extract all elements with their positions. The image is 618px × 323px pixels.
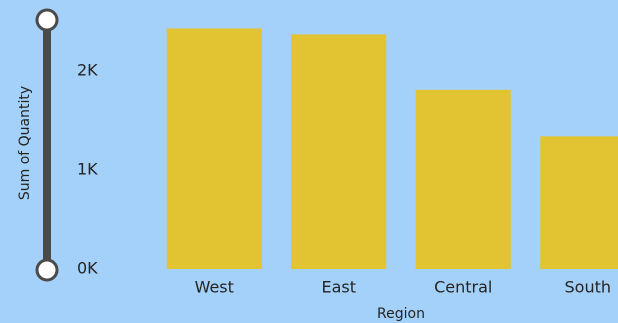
x-tick-label: East (321, 278, 356, 297)
slider-handle-top[interactable] (35, 8, 59, 32)
bar (166, 28, 262, 270)
bar (540, 136, 618, 269)
slider-track[interactable] (43, 20, 51, 270)
x-tick-label: Central (434, 278, 492, 297)
y-axis-title: Sum of Quantity (17, 86, 33, 200)
slider-handle-bottom[interactable] (35, 258, 59, 282)
x-axis-title: Region (377, 306, 425, 322)
y-tick-label: 1K (77, 160, 98, 179)
x-tick-label: South (565, 278, 612, 297)
bar (291, 34, 387, 270)
bar (415, 89, 511, 269)
x-tick-label: West (195, 278, 234, 297)
y-tick-label: 0K (77, 259, 98, 278)
y-tick-label: 2K (77, 61, 98, 80)
